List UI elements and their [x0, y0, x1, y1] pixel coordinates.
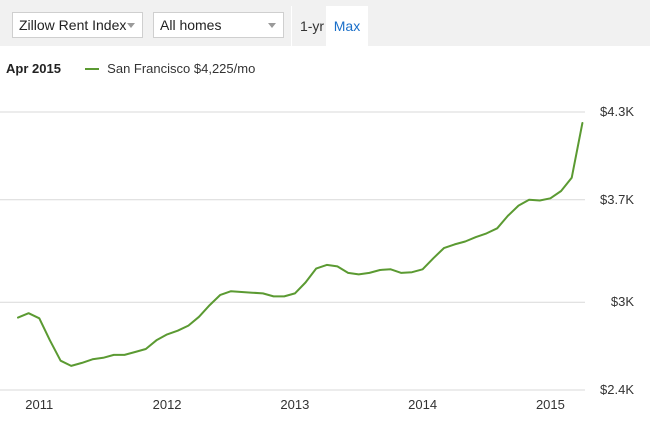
metric-select[interactable]: Zillow Rent Index: [12, 12, 143, 38]
chart-toolbar: Zillow Rent Index All homes 1-yr Max: [0, 0, 650, 46]
legend-date: Apr 2015: [6, 61, 61, 76]
range-button-max[interactable]: Max: [326, 6, 368, 46]
y-tick-label: $2.4K: [600, 382, 634, 397]
home-type-select-value: All homes: [160, 17, 222, 33]
x-tick-label: 2013: [280, 397, 309, 412]
x-tick-label: 2011: [25, 397, 53, 412]
range-divider: [291, 6, 292, 46]
metric-select-value: Zillow Rent Index: [19, 17, 127, 33]
y-axis-tick-labels: $2.4K $3K $3.7K $4.3K: [600, 104, 634, 397]
y-tick-label: $4.3K: [600, 104, 634, 119]
y-tick-label: $3.7K: [600, 192, 634, 207]
x-tick-label: 2014: [408, 397, 437, 412]
x-tick-label: 2015: [536, 397, 565, 412]
series-layer: [17, 122, 584, 367]
chevron-down-icon: [127, 23, 135, 28]
home-type-select[interactable]: All homes: [153, 12, 284, 38]
y-tick-label: $3K: [611, 294, 634, 309]
legend-series-label: San Francisco $4,225/mo: [107, 61, 256, 76]
chart-legend: Apr 2015 San Francisco $4,225/mo: [6, 60, 255, 78]
series-line-0: [17, 122, 584, 367]
x-tick-label: 2012: [153, 397, 182, 412]
range-button-1yr[interactable]: 1-yr: [299, 18, 325, 34]
x-axis-tick-labels: 2011 2012 2013 2014 2015: [25, 397, 565, 412]
chart-gridlines: [0, 111, 585, 391]
legend-swatch: [84, 67, 99, 70]
chevron-down-icon: [268, 23, 276, 28]
rent-index-chart: $2.4K $3K $3.7K $4.3K 2011 2012 2013 2014 2015: [0, 104, 634, 412]
